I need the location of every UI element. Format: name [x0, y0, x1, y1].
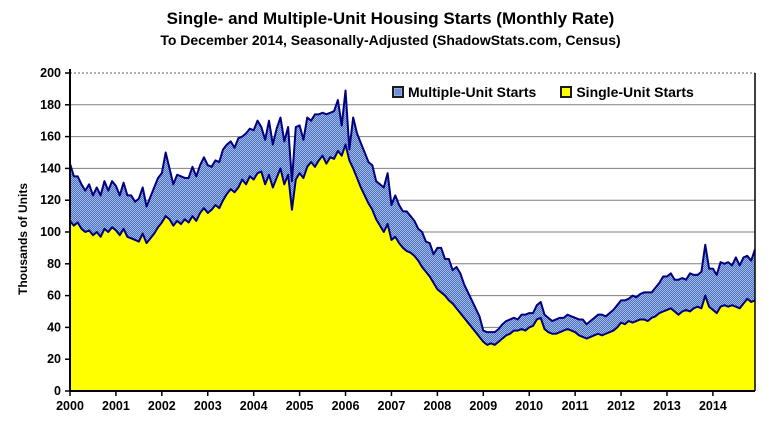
svg-text:2009: 2009: [469, 399, 497, 413]
svg-text:20: 20: [47, 352, 61, 366]
svg-text:2011: 2011: [562, 399, 589, 413]
svg-text:0: 0: [54, 384, 61, 398]
svg-text:2006: 2006: [332, 399, 360, 413]
svg-text:160: 160: [40, 130, 61, 144]
svg-text:2001: 2001: [102, 399, 130, 413]
multiple-unit-swatch-icon: [392, 86, 404, 98]
svg-text:140: 140: [40, 161, 61, 175]
svg-text:2010: 2010: [515, 399, 543, 413]
svg-text:120: 120: [40, 193, 61, 207]
svg-text:2013: 2013: [653, 399, 681, 413]
svg-text:2003: 2003: [194, 399, 222, 413]
single-unit-swatch-icon: [560, 86, 573, 98]
chart-title: Single- and Multiple-Unit Housing Starts…: [166, 9, 615, 28]
svg-text:2012: 2012: [607, 399, 635, 413]
svg-text:180: 180: [40, 98, 61, 112]
svg-text:2004: 2004: [240, 399, 268, 413]
svg-text:100: 100: [40, 225, 61, 239]
legend-item-single: Single-Unit Starts: [560, 84, 694, 100]
svg-text:200: 200: [40, 66, 61, 80]
svg-text:2005: 2005: [286, 399, 314, 413]
svg-text:80: 80: [47, 257, 61, 271]
svg-text:40: 40: [47, 320, 61, 334]
svg-text:2008: 2008: [423, 399, 451, 413]
legend-label-multiple: Multiple-Unit Starts: [408, 84, 537, 100]
svg-text:2007: 2007: [378, 399, 406, 413]
svg-text:2002: 2002: [148, 399, 176, 413]
legend: Multiple-Unit Starts Single-Unit Starts: [392, 84, 694, 100]
chart-subtitle: To December 2014, Seasonally-Adjusted (S…: [160, 32, 621, 48]
svg-text:2000: 2000: [56, 399, 84, 413]
svg-text:60: 60: [47, 289, 61, 303]
legend-item-multiple: Multiple-Unit Starts: [392, 84, 536, 100]
svg-text:2014: 2014: [699, 399, 727, 413]
legend-label-single: Single-Unit Starts: [576, 84, 694, 100]
